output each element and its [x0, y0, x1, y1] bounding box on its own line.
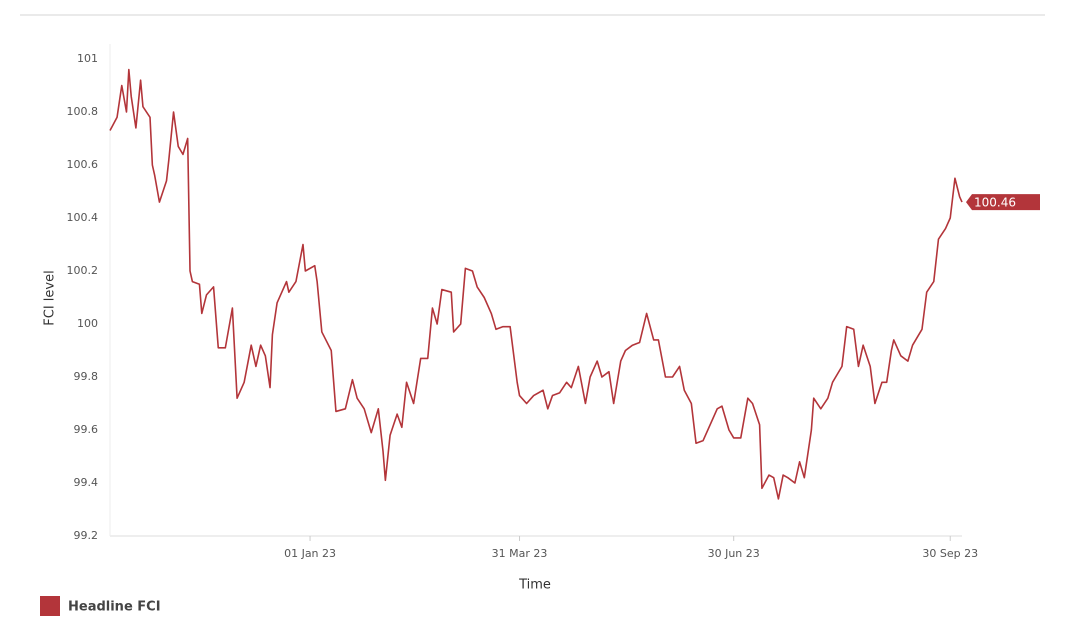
x-tick-label: 01 Jan 23 [284, 547, 336, 560]
y-tick-label: 100.4 [67, 211, 99, 224]
x-axis-title: Time [518, 578, 551, 593]
y-tick-label: 99.4 [74, 476, 99, 489]
x-tick-label: 30 Jun 23 [708, 547, 760, 560]
last-value-tag [966, 194, 1040, 211]
x-tick-label: 31 Mar 23 [492, 547, 548, 560]
y-tick-label: 100 [77, 317, 98, 330]
y-tick-label: 99.8 [74, 370, 99, 383]
y-tick-label: 99.2 [74, 529, 99, 542]
y-tick-label: 100.6 [67, 158, 99, 171]
y-axis-title: FCI level [43, 270, 58, 325]
y-tick-label: 100.8 [67, 105, 99, 118]
x-tick-label: 30 Sep 23 [922, 547, 978, 560]
legend-label: Headline FCI [68, 600, 161, 615]
last-value-label: 100.46 [974, 196, 1016, 210]
series-line [109, 68, 963, 500]
legend-swatch [40, 596, 60, 616]
y-tick-label: 101 [77, 52, 98, 65]
y-tick-label: 99.6 [74, 423, 99, 436]
y-tick-label: 100.2 [67, 264, 99, 277]
